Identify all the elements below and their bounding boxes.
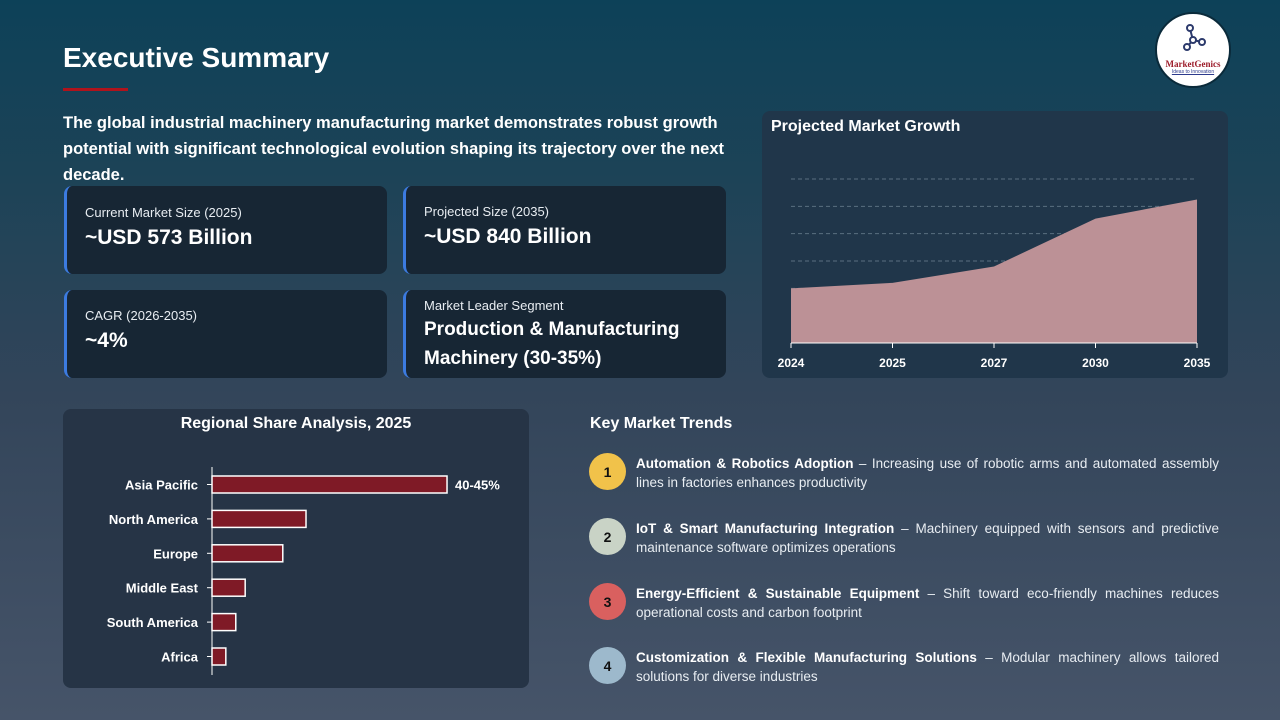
area-series <box>791 199 1197 343</box>
metric-card-leader-segment: Market Leader Segment Production & Manuf… <box>403 290 726 378</box>
x-tick-label: 2035 <box>1184 356 1211 370</box>
logo-tagline: Ideas to Innovation <box>1171 69 1215 75</box>
chart-title: Regional Share Analysis, 2025 <box>180 415 412 432</box>
company-logo: MarketGenics Ideas to Innovation <box>1155 12 1231 88</box>
bar <box>211 647 227 666</box>
trend-number-badge: 4 <box>589 647 626 684</box>
trend-number-badge: 1 <box>589 453 626 490</box>
intro-text: The global industrial machinery manufact… <box>63 114 725 184</box>
logo-name: MarketGenics <box>1165 59 1221 69</box>
metric-value: Production & Manufacturing Machinery (30… <box>424 319 680 369</box>
chart-title: Projected Market Growth <box>771 118 961 135</box>
metric-card-current-size: Current Market Size (2025) ~USD 573 Bill… <box>64 186 387 274</box>
category-label: Asia Pacific <box>125 478 198 493</box>
category-label: Africa <box>161 650 199 665</box>
bar <box>211 475 448 494</box>
trends-title: Key Market Trends <box>590 415 733 432</box>
trend-text: Automation & Robotics Adoption – Increas… <box>636 454 1219 492</box>
trend-heading: Automation & Robotics Adoption <box>636 456 854 471</box>
network-icon <box>1183 24 1206 51</box>
trend-number-badge: 3 <box>589 583 626 620</box>
area-chart: 2024 2025 2027 2030 2035 <box>778 178 1211 370</box>
trend-body: – Modular machinery allows tailored solu… <box>636 650 1219 684</box>
trend-text: Energy-Efficient & Sustainable Equipment… <box>636 584 1219 622</box>
trend-item: 2 IoT & Smart Manufacturing Integration –… <box>589 518 1219 557</box>
metric-card-projected-size: Projected Size (2035) ~USD 840 Billion <box>403 186 726 274</box>
title-underline <box>63 88 128 91</box>
metric-label: Market Leader Segment <box>424 298 564 313</box>
category-label: Middle East <box>126 581 199 596</box>
trend-number-badge: 2 <box>589 518 626 555</box>
trend-text: Customization & Flexible Manufacturing S… <box>636 648 1219 686</box>
trend-item: 3 Energy-Efficient & Sustainable Equipmen… <box>589 583 1219 622</box>
metric-value: ~4% <box>85 329 128 352</box>
x-tick-label: 2025 <box>879 356 906 370</box>
category-label: South America <box>107 615 199 630</box>
page-title: Executive Summary <box>63 42 330 73</box>
metric-card-cagr: CAGR (2026-2035) ~4% <box>64 290 387 378</box>
bar <box>211 612 237 632</box>
bar <box>211 544 284 563</box>
category-label: North America <box>109 512 199 527</box>
bar <box>211 578 246 597</box>
trend-body: – Shift toward eco-friendly machines red… <box>636 586 1219 620</box>
regional-share-chart: Regional Share Analysis, 2025 Asia Pacif… <box>63 409 529 688</box>
metric-value: ~USD 840 Billion <box>424 225 592 248</box>
bar <box>211 509 307 529</box>
trend-body: – Machinery equipped with sensors and pr… <box>636 521 1219 555</box>
metric-label: Projected Size (2035) <box>424 204 550 219</box>
trend-body: – Increasing use of robotic arms and aut… <box>636 456 1220 490</box>
trend-text: IoT & Smart Manufacturing Integration – … <box>636 519 1219 557</box>
metric-value: ~USD 573 Billion <box>85 226 253 249</box>
x-tick-label: 2024 <box>778 356 805 370</box>
trend-item: 4 Customization & Flexible Manufacturing … <box>589 647 1219 686</box>
x-tick-label: 2030 <box>1082 356 1109 370</box>
metric-label: Current Market Size (2025) <box>85 205 242 220</box>
category-label: Europe <box>153 546 198 561</box>
trend-item: 1 Automation & Robotics Adoption – Increa… <box>589 453 1219 492</box>
data-label: 40-45% <box>455 478 500 493</box>
trend-heading: Energy-Efficient & Sustainable Equipment <box>636 586 920 601</box>
x-tick-label: 2027 <box>981 356 1008 370</box>
metric-label: CAGR (2026-2035) <box>85 308 197 323</box>
trend-heading: Customization & Flexible Manufacturing S… <box>636 650 977 665</box>
trend-heading: IoT & Smart Manufacturing Integration <box>636 521 895 536</box>
projected-growth-chart: Projected Market Growth 2024 2025 2027 2030… <box>762 111 1228 378</box>
bar-chart: Asia Pacific 40-45% North America Europe Mid… <box>107 467 500 675</box>
